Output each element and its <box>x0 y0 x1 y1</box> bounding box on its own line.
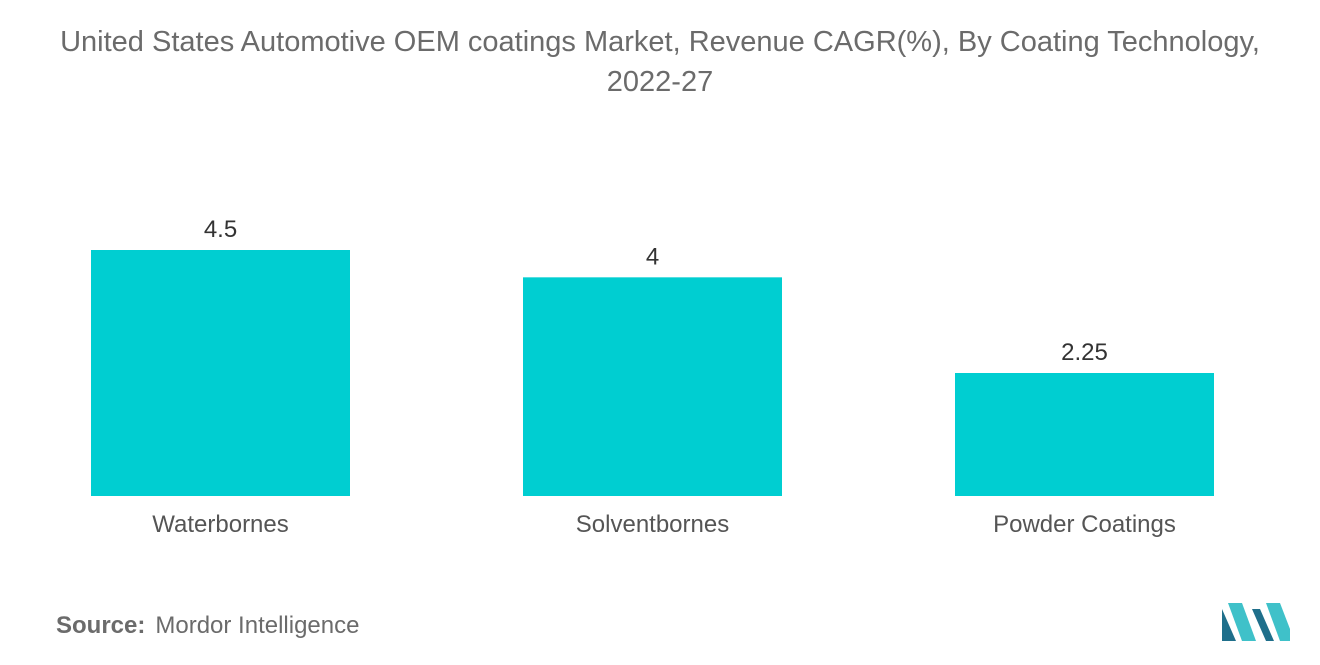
category-label: Waterbornes <box>152 511 289 538</box>
source-note: Source: Mordor Intelligence <box>56 612 359 640</box>
source-label: Source: <box>56 612 146 639</box>
bar-powder-coatings <box>955 373 1214 496</box>
category-label: Powder Coatings <box>993 511 1176 538</box>
category-label: Solventbornes <box>576 511 729 538</box>
mordor-intelligence-logo-icon <box>1222 603 1290 641</box>
bars-group: 4.5 Waterbornes 4 Solventbornes 2.25 Powder C… <box>91 216 1214 538</box>
value-label: 2.25 <box>1061 339 1108 366</box>
bar-waterbornes <box>91 250 350 496</box>
source-text: Mordor Intelligence <box>155 612 360 639</box>
value-label: 4.5 <box>204 216 237 243</box>
value-label: 4 <box>646 243 659 270</box>
bar-solventbornes <box>523 277 782 496</box>
chart-title: United States Automotive OEM coatings Ma… <box>60 26 1260 98</box>
